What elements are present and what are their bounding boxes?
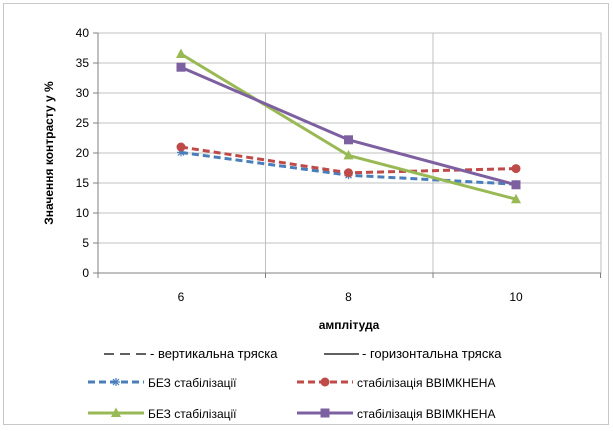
series-lines bbox=[176, 48, 521, 204]
x-axis-label: амплітуда bbox=[319, 318, 380, 332]
y-axis-label: Значення контрасту у % bbox=[42, 81, 56, 225]
y-tick-label: 40 bbox=[76, 26, 90, 40]
legend-marker bbox=[112, 378, 120, 386]
data-point bbox=[511, 164, 521, 174]
y-tick-label: 10 bbox=[76, 206, 90, 220]
y-tick-label: 20 bbox=[76, 146, 90, 160]
legend-marker bbox=[320, 377, 330, 387]
legend-series-label: БЕЗ стабілізації bbox=[148, 407, 237, 421]
data-point bbox=[176, 142, 186, 152]
legend-series-label: стабілізація ВВІМКНЕНА bbox=[357, 407, 495, 421]
legend-series-label: стабілізація ВВІМКНЕНА bbox=[357, 376, 495, 390]
data-point bbox=[511, 180, 521, 190]
y-tick-label: 15 bbox=[76, 176, 90, 190]
axes: 0 5 10 15 20 25 30 35 40 6 8 10 bbox=[76, 26, 601, 304]
data-point bbox=[344, 135, 353, 145]
line-chart: 0 5 10 15 20 25 30 35 40 6 8 10 амплітуда Значення … bbox=[42, 26, 602, 421]
data-point bbox=[176, 62, 186, 72]
y-tick-label: 5 bbox=[82, 236, 89, 250]
chart-frame: 0 5 10 15 20 25 30 35 40 6 8 10 амплітуда Значення … bbox=[3, 3, 609, 425]
x-tick-label: 10 bbox=[509, 290, 523, 304]
y-tick-label: 25 bbox=[76, 116, 90, 130]
legend-series-label: БЕЗ стабілізації bbox=[148, 376, 237, 390]
y-tick-label: 35 bbox=[76, 56, 90, 70]
x-tick-label: 6 bbox=[178, 290, 185, 304]
data-point bbox=[344, 168, 353, 178]
legend-marker bbox=[320, 408, 330, 418]
star-marker-stroke bbox=[112, 378, 120, 386]
data-point bbox=[343, 149, 354, 160]
legend-dashed-label: - вертикальна тряска bbox=[150, 346, 278, 361]
legend-solid-label: - горизонтальна тряска bbox=[362, 346, 502, 361]
legend-marker bbox=[111, 407, 121, 417]
data-point bbox=[511, 193, 521, 204]
y-tick-label: 0 bbox=[82, 266, 89, 280]
legend: - вертикальна тряска - горизонтальна тряс… bbox=[88, 346, 502, 421]
x-tick-label: 8 bbox=[345, 290, 352, 304]
grid-lines bbox=[98, 32, 601, 273]
y-tick-label: 30 bbox=[76, 86, 90, 100]
data-point bbox=[176, 48, 186, 58]
